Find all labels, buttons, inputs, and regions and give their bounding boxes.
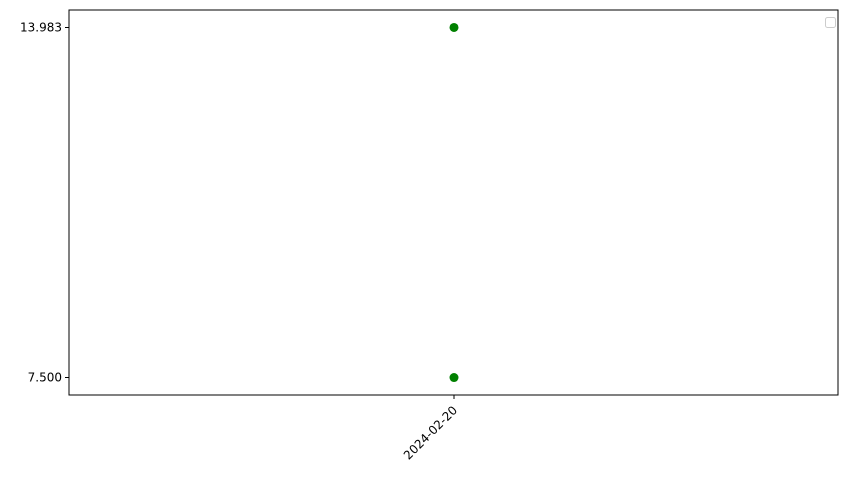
- data-point: [449, 373, 459, 383]
- legend-box: [825, 17, 836, 28]
- x-axis: 2024-02-20: [401, 395, 460, 462]
- plot-area: [68, 9, 839, 396]
- y-axis: 7.500 13.983: [20, 20, 69, 385]
- y-tick-label: 13.983: [20, 20, 62, 34]
- data-points: [449, 22, 459, 383]
- data-point: [449, 22, 459, 32]
- y-tick-label: 7.500: [28, 371, 62, 385]
- x-tick-label: 2024-02-20: [401, 403, 460, 462]
